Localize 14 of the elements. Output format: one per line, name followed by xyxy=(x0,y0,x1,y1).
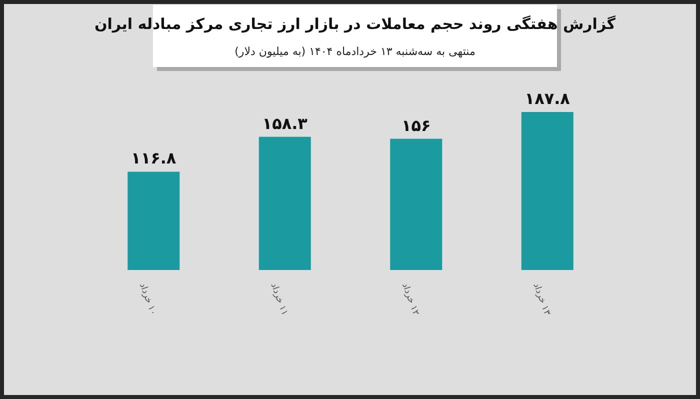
data-label: ۱۵۸.۳ xyxy=(262,114,308,133)
data-label: ۱۵۶ xyxy=(401,116,431,135)
x-tick-label: ۱۱ خرداد xyxy=(268,282,290,317)
x-tick-label: ۱۲ خرداد xyxy=(400,282,420,317)
data-label: ۱۸۷.۸ xyxy=(524,89,570,108)
chart-title: گزارش هفتگی روند حجم معاملات در بازار ارز تجاری مرکز مبادله ایران xyxy=(94,15,616,33)
bar xyxy=(128,172,180,270)
x-tick-label: ۱۰ خرداد xyxy=(137,282,158,317)
bar xyxy=(390,138,442,270)
chart-subtitle: منتهی به سه‌شنبه ۱۳ خردادماه ۱۴۰۴ (به میلیون دلار) xyxy=(234,45,476,58)
bar xyxy=(521,112,574,270)
bar xyxy=(258,136,311,270)
data-label: ۱۱۶.۸ xyxy=(131,148,176,168)
x-tick-label: ۱۳ خرداد xyxy=(530,282,552,317)
